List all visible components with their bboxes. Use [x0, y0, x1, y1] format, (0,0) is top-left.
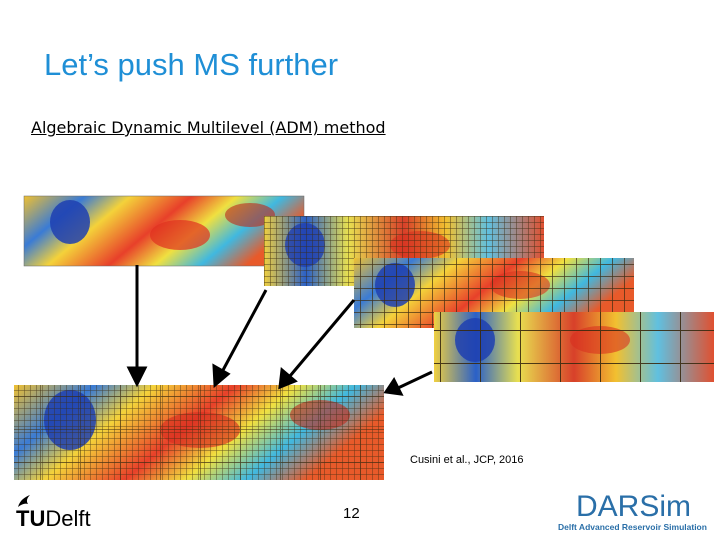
permeability-map-fine [23, 195, 305, 267]
darsim-subtitle: Delft Advanced Reservoir Simulation [558, 522, 707, 532]
tudelft-wordmark: TUDelft [16, 506, 91, 531]
arrow-level3 [397, 370, 433, 390]
arrow-level1 [220, 289, 268, 373]
darsim-title: DARSim [576, 490, 692, 523]
permeability-map-level3 [434, 312, 714, 382]
arrow-level2 [288, 299, 356, 377]
darsim-logo: DARSim Delft Advanced Reservoir Simulati… [556, 490, 716, 535]
slide-subtitle: Algebraic Dynamic Multilevel (ADM) metho… [31, 118, 386, 137]
tudelft-logo: TUDelft [14, 494, 114, 534]
adm-result-map [14, 385, 384, 480]
flame-icon [18, 495, 30, 507]
citation: Cusini et al., JCP, 2016 [410, 454, 524, 466]
page-number: 12 [343, 505, 360, 522]
arrows [126, 265, 433, 396]
slide-title: Let’s push MS further [44, 47, 339, 82]
